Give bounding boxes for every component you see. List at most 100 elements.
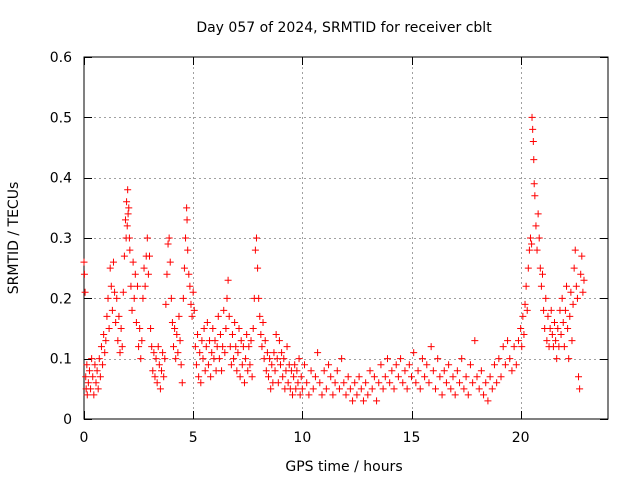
data-point-marker bbox=[340, 379, 348, 387]
data-point-marker bbox=[128, 306, 136, 314]
data-point-marker bbox=[429, 367, 437, 375]
data-point-marker bbox=[462, 373, 470, 381]
data-point-marker bbox=[508, 367, 516, 375]
data-point-marker bbox=[137, 355, 145, 363]
data-point-marker bbox=[220, 306, 228, 314]
data-point-marker bbox=[351, 379, 359, 387]
data-point-marker bbox=[449, 373, 457, 381]
data-point-marker bbox=[244, 367, 252, 375]
data-point-marker bbox=[177, 361, 185, 369]
data-point-marker bbox=[198, 337, 206, 345]
data-point-marker bbox=[112, 318, 120, 326]
data-point-marker bbox=[129, 258, 137, 266]
data-point-marker bbox=[203, 318, 211, 326]
data-point-marker bbox=[155, 361, 163, 369]
data-point-marker bbox=[275, 337, 283, 345]
data-point-marker bbox=[403, 385, 411, 393]
data-point-marker bbox=[149, 367, 157, 375]
data-point-marker bbox=[179, 294, 187, 302]
x-tick-label: 5 bbox=[189, 430, 198, 446]
data-point-marker bbox=[146, 252, 153, 260]
data-point-marker bbox=[243, 331, 251, 339]
data-point-marker bbox=[410, 349, 418, 357]
data-point-marker bbox=[526, 234, 534, 242]
data-point-marker bbox=[528, 113, 536, 121]
data-point-marker bbox=[224, 276, 232, 284]
data-point-marker bbox=[553, 355, 561, 363]
data-point-marker bbox=[486, 373, 494, 381]
data-point-marker bbox=[144, 270, 152, 278]
data-point-marker bbox=[185, 270, 193, 278]
data-point-marker bbox=[333, 367, 341, 375]
data-point-marker bbox=[151, 373, 159, 381]
data-point-marker bbox=[412, 379, 420, 387]
data-point-marker bbox=[294, 379, 302, 387]
data-point-marker bbox=[490, 361, 498, 369]
data-point-marker bbox=[97, 343, 105, 351]
data-point-marker bbox=[249, 325, 257, 332]
data-point-marker bbox=[143, 234, 151, 242]
data-point-marker bbox=[156, 385, 164, 393]
data-point-marker bbox=[118, 343, 126, 351]
data-point-marker bbox=[451, 391, 459, 399]
data-point-marker bbox=[572, 282, 580, 290]
data-point-marker bbox=[117, 325, 125, 332]
data-point-marker bbox=[514, 337, 522, 345]
data-point-marker bbox=[96, 373, 104, 381]
data-point-marker bbox=[528, 240, 536, 248]
data-point-marker bbox=[442, 379, 450, 387]
data-point-marker bbox=[280, 355, 288, 363]
chart-title: Day 057 of 2024, SRMTID for receiver cbl… bbox=[196, 20, 492, 36]
data-point-marker bbox=[201, 367, 209, 375]
data-point-marker bbox=[141, 282, 149, 290]
data-point-marker bbox=[418, 355, 426, 363]
data-point-marker bbox=[121, 216, 129, 224]
data-point-marker bbox=[311, 373, 319, 381]
data-point-marker bbox=[518, 343, 526, 351]
data-point-marker bbox=[125, 204, 133, 212]
data-point-marker bbox=[521, 300, 529, 308]
data-point-marker bbox=[124, 210, 132, 218]
data-point-marker bbox=[248, 373, 256, 381]
data-point-marker bbox=[447, 385, 455, 393]
data-point-marker bbox=[482, 379, 490, 387]
data-point-marker bbox=[504, 337, 512, 345]
data-point-marker bbox=[190, 306, 198, 314]
data-point-marker bbox=[576, 385, 584, 393]
data-point-marker bbox=[114, 337, 122, 345]
data-point-marker bbox=[274, 379, 282, 387]
data-point-marker bbox=[530, 156, 538, 164]
data-point-marker bbox=[120, 252, 128, 260]
data-point-marker bbox=[102, 337, 110, 345]
data-point-marker bbox=[579, 288, 587, 296]
data-point-marker bbox=[497, 373, 505, 381]
data-point-marker bbox=[544, 312, 552, 320]
data-point-marker bbox=[234, 349, 242, 357]
data-point-marker bbox=[161, 355, 169, 363]
data-point-marker bbox=[246, 361, 254, 369]
data-point-marker bbox=[320, 367, 328, 375]
data-point-marker bbox=[349, 397, 357, 405]
data-point-marker bbox=[557, 331, 565, 339]
data-point-marker bbox=[473, 373, 481, 381]
data-point-marker bbox=[80, 258, 88, 266]
data-point-marker bbox=[381, 373, 389, 381]
data-point-marker bbox=[208, 349, 216, 357]
data-point-marker bbox=[571, 246, 579, 254]
data-point-marker bbox=[427, 343, 435, 351]
data-point-marker bbox=[90, 391, 98, 399]
data-point-marker bbox=[537, 282, 545, 290]
y-tick-label: 0.3 bbox=[50, 231, 72, 247]
data-point-marker bbox=[539, 270, 546, 278]
data-point-marker bbox=[464, 391, 472, 399]
data-point-marker bbox=[223, 294, 231, 302]
data-point-marker bbox=[278, 349, 286, 357]
data-point-marker bbox=[183, 216, 191, 224]
data-point-marker bbox=[561, 306, 569, 314]
data-point-marker bbox=[499, 343, 507, 351]
data-point-marker bbox=[564, 325, 572, 332]
data-point-marker bbox=[290, 373, 298, 381]
data-point-marker bbox=[147, 325, 155, 332]
data-point-marker bbox=[289, 391, 297, 399]
data-point-marker bbox=[165, 234, 173, 242]
